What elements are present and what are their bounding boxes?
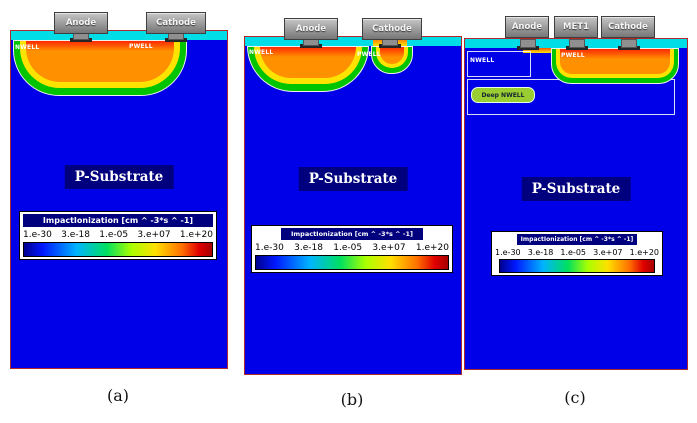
caption-b: (b) — [340, 390, 364, 409]
nwell-contour — [467, 51, 531, 77]
legend: ImpactIonization [cm ^ -3*s ^ -1] 1.e-30… — [251, 225, 453, 273]
colorbar — [23, 242, 213, 257]
cathode-electrode: Cathode — [601, 16, 655, 38]
met1-contact — [569, 39, 585, 48]
simulation-area: NWELL PWELL P-Substrate ImpactIonization… — [10, 30, 228, 369]
legend: ImpactIonization [cm ^ -3*s ^ -1] 1.e-30… — [491, 231, 663, 276]
legend-ticks: 1.e-30 3.e-18 1.e-05 3.e+07 1.e+20 — [255, 240, 449, 255]
anode-label: Anode — [511, 22, 543, 32]
legend-ticks: 1.e-30 3.e-18 1.e-05 3.e+07 1.e+20 — [23, 227, 213, 242]
substrate-label-box: P-Substrate — [298, 167, 408, 191]
tick-3: 3.e+07 — [137, 230, 171, 240]
substrate-label-box: P-Substrate — [64, 165, 174, 189]
anode-electrode: Anode — [54, 12, 108, 34]
tick-3: 3.e+07 — [372, 243, 406, 253]
simulation-area: NWELL PWELL Deep NWELL P-Substrate Impac… — [464, 38, 688, 370]
anode-contact — [520, 39, 536, 48]
panel-a: Anode Cathode NWELL PWELL P-Substrate Im… — [10, 10, 228, 420]
surface-layer — [245, 37, 461, 46]
substrate-label: P-Substrate — [74, 169, 164, 185]
anode-label: Anode — [65, 18, 97, 28]
cathode-label: Cathode — [156, 18, 196, 28]
cathode-label: Cathode — [372, 24, 412, 34]
cathode-label: Cathode — [608, 22, 648, 32]
legend: ImpactIonization [cm ^ -3*s ^ -1] 1.e-30… — [19, 211, 217, 260]
surface-layer — [11, 31, 227, 40]
nwell-label: NWELL — [15, 44, 40, 51]
tick-3: 3.e+07 — [593, 248, 623, 257]
panel-b: Anode Cathode NWELL PWELL P-Substrate — [244, 16, 462, 420]
ionization-region — [13, 40, 187, 96]
legend-title: ImpactIonization [cm ^ -3*s ^ -1] — [517, 234, 637, 245]
tick-0: 1.e-30 — [23, 230, 52, 240]
anode-label: Anode — [295, 24, 327, 34]
caption-c: (c) — [564, 388, 586, 407]
met1-electrode: MET1 — [554, 16, 598, 38]
tick-0: 1.e-30 — [495, 248, 521, 257]
simulation-area: NWELL PWELL P-Substrate ImpactIonization… — [244, 36, 462, 375]
tick-1: 3.e-18 — [294, 243, 323, 253]
substrate-label: P-Substrate — [308, 171, 398, 187]
met1-label: MET1 — [563, 22, 589, 32]
cathode-electrode: Cathode — [146, 12, 206, 34]
tick-1: 3.e-18 — [527, 248, 554, 257]
deep-nwell-label: Deep NWELL — [481, 91, 525, 99]
anode-electrode: Anode — [505, 16, 549, 38]
anode-pad — [300, 44, 322, 48]
tick-2: 1.e-05 — [333, 243, 363, 253]
legend-ticks: 1.e-30 3.e-18 1.e-05 3.e+07 1.e+20 — [495, 245, 659, 259]
tick-4: 1.e+20 — [415, 243, 449, 253]
nwell-label: NWELL — [470, 57, 495, 64]
cathode-pad — [165, 38, 187, 42]
ionization-region — [551, 48, 679, 84]
colorbar — [255, 255, 449, 270]
pwell-label: PWELL — [129, 43, 153, 50]
anode-electrode: Anode — [284, 18, 338, 40]
tick-0: 1.e-30 — [255, 243, 284, 253]
nwell-label: NWELL — [249, 49, 274, 56]
legend-title: ImpactIonization [cm ^ -3*s ^ -1] — [23, 214, 213, 227]
deep-nwell-region: Deep NWELL — [471, 87, 535, 103]
cathode-contact — [621, 39, 637, 48]
met1-pad — [566, 46, 588, 50]
anode-pad — [70, 38, 92, 42]
anode-pad — [517, 46, 539, 50]
substrate-label-box: P-Substrate — [521, 177, 631, 201]
cathode-electrode: Cathode — [362, 18, 422, 40]
colorbar — [499, 259, 655, 273]
pwell-label: PWELL — [561, 52, 585, 59]
tick-1: 3.e-18 — [61, 230, 90, 240]
tick-4: 1.e+20 — [179, 230, 213, 240]
substrate-label: P-Substrate — [531, 181, 621, 197]
cathode-pad — [379, 44, 401, 48]
caption-a: (a) — [106, 386, 130, 405]
cathode-pad — [618, 46, 640, 50]
tick-2: 1.e-05 — [560, 248, 586, 257]
panel-c: Anode MET1 Cathode NWELL PWELL De — [464, 14, 688, 418]
pwell-label: PWELL — [357, 51, 381, 58]
tick-4: 1.e+20 — [629, 248, 659, 257]
legend-title: ImpactIonization [cm ^ -3*s ^ -1] — [281, 228, 423, 240]
tick-2: 1.e-05 — [99, 230, 129, 240]
